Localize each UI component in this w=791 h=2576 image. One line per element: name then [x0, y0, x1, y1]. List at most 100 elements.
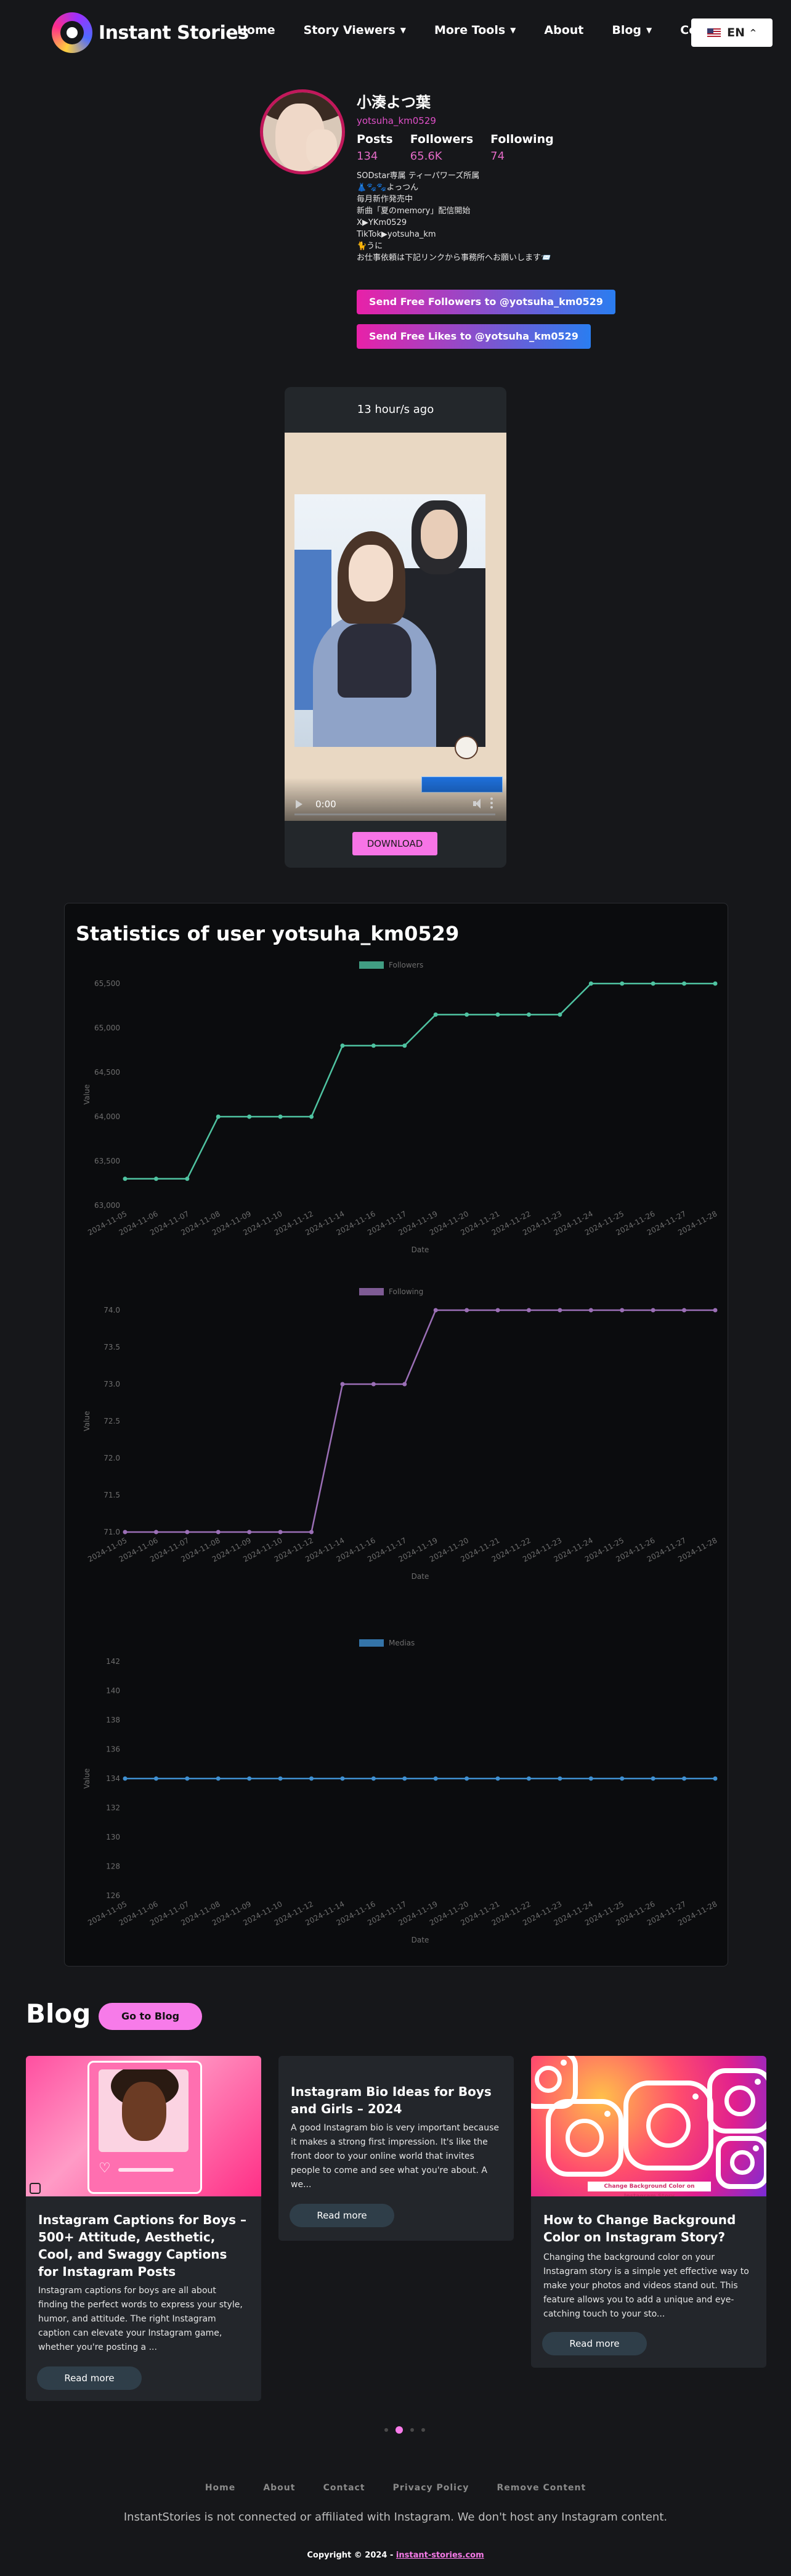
us-flag-icon — [707, 28, 721, 37]
more-options-icon[interactable] — [490, 797, 493, 800]
stat-posts-label: Posts — [357, 132, 393, 146]
carousel-dot[interactable] — [410, 2428, 414, 2432]
send-likes-button[interactable]: Send Free Likes to @yotsuha_km0529 — [357, 324, 591, 349]
download-button[interactable]: DOWNLOAD — [352, 832, 437, 855]
footer-disclaimer: InstantStories is not connected or affil… — [123, 2511, 668, 2524]
data-point — [402, 1776, 407, 1781]
volume-icon[interactable] — [473, 799, 481, 809]
carousel-dots — [381, 2426, 429, 2434]
bio-line: TikTok▶yotsuha_km — [357, 230, 436, 239]
data-point — [309, 1530, 314, 1535]
blog-card[interactable]: ♡ Instagram Captions for Boys – 500+ Att… — [26, 2056, 261, 2401]
video-time: 0:00 — [315, 799, 336, 810]
chevron-down-icon: ▼ — [400, 26, 406, 35]
mascot-sticker — [455, 736, 478, 759]
data-point — [216, 1530, 221, 1535]
data-point — [433, 1776, 438, 1781]
legend-swatch — [359, 1288, 384, 1295]
video-progress-bar[interactable] — [294, 813, 495, 815]
stat-followers-value: 65.6K — [410, 150, 442, 163]
bio-line: X▶YKm0529 — [357, 218, 407, 227]
y-tick-label: 63,000 — [94, 1201, 120, 1210]
data-point — [153, 1776, 158, 1781]
data-point — [558, 1776, 562, 1781]
nav-story-viewers-label: Story Viewers — [303, 23, 396, 37]
series-line — [125, 982, 715, 1180]
read-more-button[interactable]: Read more — [37, 2366, 142, 2390]
footer-link-remove-content[interactable]: Remove Content — [497, 2483, 586, 2493]
blog-card[interactable]: Change Background Color on Instagram Sto… — [531, 2056, 766, 2368]
nav-blog-label: Blog — [612, 23, 642, 37]
bio-line: 👗🐾🐾よっつん — [357, 183, 419, 192]
profile-handle[interactable]: yotsuha_km0529 — [357, 115, 436, 126]
nav-home[interactable]: Home — [237, 23, 275, 37]
nav-story-viewers[interactable]: Story Viewers ▼ — [304, 23, 406, 37]
image-caption: Change Background Color on Instagram Sto… — [588, 2182, 711, 2196]
profile-name: 小湊よつ葉 — [357, 94, 431, 111]
story-card: 13 hour/s ago 0:00 DOWNLOAD — [285, 387, 506, 868]
read-more-button[interactable]: Read more — [290, 2204, 394, 2227]
instagram-icon — [546, 2099, 623, 2177]
language-selector[interactable]: EN ^ — [691, 18, 773, 47]
data-point — [123, 1176, 128, 1181]
footer-link-home[interactable]: Home — [205, 2483, 236, 2493]
statistics-panel: Statistics of user yotsuha_km0529 Follow… — [64, 903, 728, 1967]
footer-link-contact[interactable]: Contact — [323, 2483, 365, 2493]
stat-following-label: Following — [490, 132, 554, 146]
nav-more-tools[interactable]: More Tools ▼ — [434, 23, 516, 37]
heart-icon: ♡ — [99, 2161, 111, 2176]
data-point — [682, 1308, 687, 1313]
stat-followers: Followers 65.6K — [410, 132, 473, 163]
footer-link-privacy[interactable]: Privacy Policy — [392, 2483, 469, 2493]
data-point — [371, 1382, 376, 1387]
legend-label: Following — [389, 1287, 423, 1296]
y-tick-label: 72.0 — [103, 1454, 120, 1462]
profile-stats: Posts 134 Followers 65.6K Following 74 — [357, 132, 615, 163]
data-point — [495, 1012, 500, 1017]
carousel-dot-active[interactable] — [396, 2426, 403, 2434]
logo[interactable]: Instant Stories — [52, 12, 249, 53]
play-icon[interactable] — [296, 800, 302, 809]
image-portrait — [99, 2069, 189, 2152]
avatar-hand — [306, 129, 337, 166]
go-to-blog-button[interactable]: Go to Blog — [99, 2003, 202, 2030]
read-more-button[interactable]: Read more — [542, 2332, 647, 2355]
y-tick-label: 65,000 — [94, 1024, 120, 1032]
y-axis-label: Value — [83, 1769, 91, 1789]
data-point — [464, 1776, 469, 1781]
nav-blog[interactable]: Blog ▼ — [612, 23, 652, 37]
y-axis-label: Value — [83, 1411, 91, 1432]
nav-about-label: About — [544, 23, 584, 37]
y-tick-label: 63,500 — [94, 1157, 120, 1165]
story-video[interactable]: 0:00 — [285, 433, 506, 821]
send-followers-button[interactable]: Send Free Followers to @yotsuha_km0529 — [357, 290, 615, 314]
carousel-dot[interactable] — [384, 2428, 388, 2432]
nav-about[interactable]: About — [544, 23, 583, 37]
data-point — [247, 1530, 252, 1535]
logo-icon — [52, 12, 92, 53]
data-point — [216, 1776, 221, 1781]
video-controls: 0:00 — [285, 778, 506, 821]
data-point — [588, 1776, 593, 1781]
blog-card[interactable]: Instagram Bio Ideas for Boys and Girls –… — [278, 2056, 514, 2241]
followers-chart: Followers 63,000 63,500 64,000 64,500 65,000 6… — [83, 961, 718, 1254]
language-label: EN — [727, 26, 745, 39]
photo-person — [421, 510, 458, 559]
blog-card-title[interactable]: How to Change Background Color on Instag… — [543, 2212, 736, 2244]
story-image — [294, 494, 485, 747]
y-tick-label: 73.5 — [103, 1343, 120, 1351]
footer-copyright: Copyright © 2024 - instant-stories.com — [0, 2551, 791, 2560]
data-point — [216, 1114, 221, 1119]
y-tick-label: 71.5 — [103, 1491, 120, 1499]
footer-links: Home About Contact Privacy Policy Remove… — [0, 2481, 791, 2493]
carousel-dot[interactable] — [421, 2428, 425, 2432]
data-point — [713, 981, 718, 986]
data-point — [402, 1382, 407, 1387]
data-point — [526, 1776, 531, 1781]
blog-card-title[interactable]: Instagram Captions for Boys – 500+ Attit… — [38, 2212, 247, 2279]
footer-link-about[interactable]: About — [263, 2483, 296, 2493]
copyright-link[interactable]: instant-stories.com — [396, 2551, 484, 2560]
data-point — [123, 1776, 128, 1781]
data-point — [153, 1530, 158, 1535]
blog-card-title[interactable]: Instagram Bio Ideas for Boys and Girls –… — [291, 2084, 492, 2116]
